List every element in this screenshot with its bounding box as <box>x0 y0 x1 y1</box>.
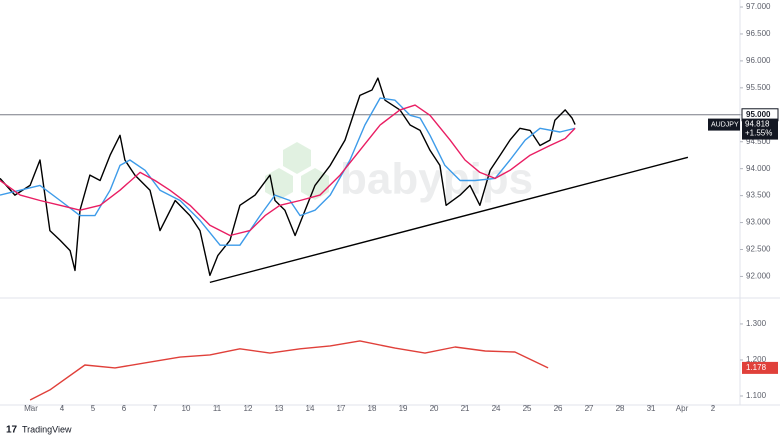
x-tick-label: 27 <box>585 404 594 413</box>
x-tick-label: 19 <box>399 404 408 413</box>
footer-brand: TradingView <box>22 424 72 434</box>
x-tick-label: 13 <box>275 404 284 413</box>
last-price-badge <box>742 118 778 140</box>
x-tick-label: 20 <box>430 404 439 413</box>
x-tick-label: 5 <box>91 404 96 413</box>
last-value-badge <box>742 361 778 374</box>
x-tick-label: Apr <box>676 404 689 413</box>
price-line <box>0 104 576 237</box>
x-tick-label: 2 <box>711 404 716 413</box>
x-tick-label: 18 <box>368 404 377 413</box>
footer: 17 TradingView <box>6 424 72 435</box>
watermark-hex <box>283 142 311 174</box>
x-tick-label: Mar <box>24 404 38 413</box>
y-tick-label: 95.500 <box>746 83 771 92</box>
x-tick-label: 31 <box>647 404 656 413</box>
y-tick-label: 96.500 <box>746 29 771 38</box>
y-tick-label: 92.000 <box>746 272 771 281</box>
watermark-text: babypips <box>340 155 533 204</box>
last-price-label: 94.818 <box>745 120 770 129</box>
x-tick-label: 26 <box>554 404 563 413</box>
x-tick-label: 4 <box>60 404 65 413</box>
x-tick-label: 25 <box>523 404 532 413</box>
y-tick-label: 93.000 <box>746 218 771 227</box>
y-tick-label: 92.500 <box>746 245 771 254</box>
x-tick-label: 12 <box>244 404 253 413</box>
y-tick-label: 94.000 <box>746 164 771 173</box>
symbol-label: AUDJPY <box>711 121 739 128</box>
price-line <box>0 77 576 277</box>
x-tick-label: 14 <box>306 404 315 413</box>
x-tick-label: 7 <box>153 404 158 413</box>
x-tick-label: 11 <box>213 404 222 413</box>
y-tick-label: 94.500 <box>746 137 771 146</box>
plot-layer: 97.000 96.500 96.000 95.500 95.000 94.500 94.0… <box>0 2 779 413</box>
x-tick-label: 6 <box>122 404 127 413</box>
trendline <box>209 156 689 284</box>
change-label: +1.55% <box>745 129 772 138</box>
price-line <box>29 340 549 401</box>
last-value-label: 1.178 <box>746 363 767 372</box>
footer-logo: 17 <box>6 425 18 436</box>
price-line <box>0 97 576 246</box>
watermark-hex <box>265 168 293 200</box>
y-tick-label: 97.000 <box>746 2 771 11</box>
x-tick-label: 24 <box>492 404 501 413</box>
x-tick-label: 17 <box>337 404 346 413</box>
x-tick-label: 21 <box>461 404 470 413</box>
y-tick-label: 1.200 <box>746 355 767 364</box>
x-tick-label: 10 <box>182 404 191 413</box>
symbol-badge <box>708 118 740 131</box>
y-tick-label: 1.100 <box>746 391 767 400</box>
x-tick-label: 28 <box>616 404 625 413</box>
y-tick-label: 1.300 <box>746 319 767 328</box>
watermark: babypips <box>265 142 533 204</box>
level-label: 95.000 <box>746 110 771 119</box>
y-tick-label: 93.500 <box>746 191 771 200</box>
y-tick-label: 96.000 <box>746 56 771 65</box>
